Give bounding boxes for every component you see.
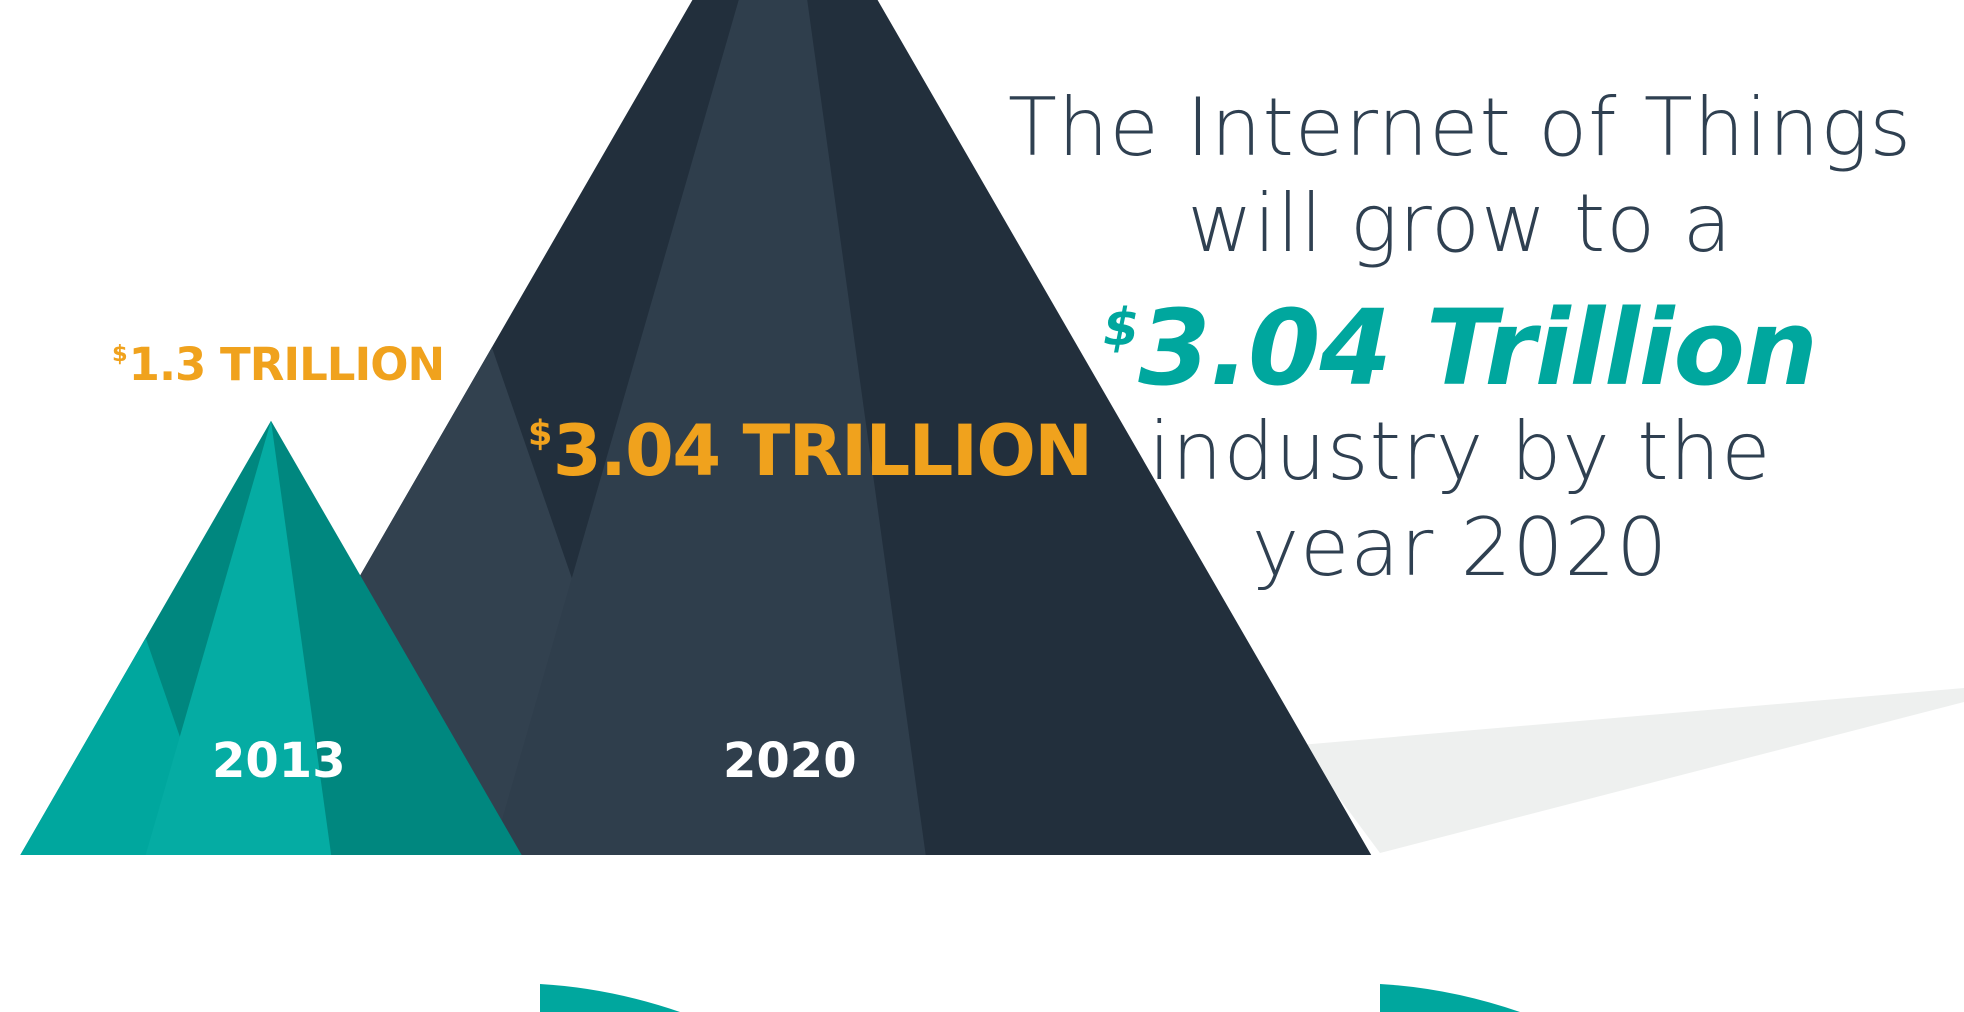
- value-label-2013: $1.3 TRILLION: [112, 338, 445, 391]
- headline: The Internet of Things will grow to a $3…: [980, 80, 1940, 596]
- headline-accent-value: $3.04 Trillion: [1103, 287, 1818, 409]
- grey-light-beam: [1300, 688, 1964, 853]
- triangle-facet-2020-2: [491, 0, 926, 855]
- headline-line-5: year 2020: [1251, 501, 1669, 594]
- category-label-2013: 2013: [212, 733, 346, 789]
- category-label-2020: 2020: [723, 733, 857, 789]
- headline-line-1: The Internet of Things: [1007, 81, 1913, 174]
- triangle-facet-2013-2: [145, 420, 332, 855]
- value-label-2020: $3.04 TRILLION: [528, 410, 1093, 492]
- headline-line-4: industry by the: [1148, 405, 1772, 498]
- triangle-bar-2013: [20, 420, 522, 855]
- headline-line-2: will grow to a: [1187, 177, 1733, 270]
- bottom-teal-shape-left: [540, 984, 680, 1012]
- bottom-teal-shape-right: [1380, 984, 1520, 1012]
